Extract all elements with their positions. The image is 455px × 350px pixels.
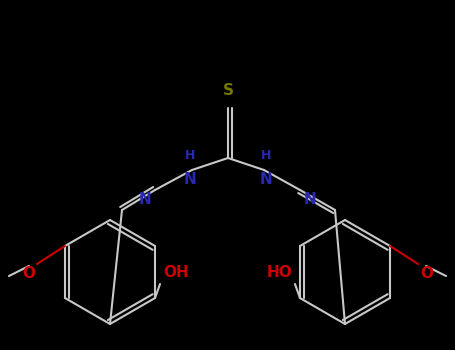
- Text: N: N: [304, 192, 317, 207]
- Text: N: N: [260, 172, 273, 187]
- Text: H: H: [185, 149, 195, 162]
- Text: S: S: [222, 83, 233, 98]
- Text: OH: OH: [163, 265, 189, 280]
- Text: O: O: [420, 266, 433, 281]
- Text: O: O: [22, 266, 35, 281]
- Text: H: H: [261, 149, 271, 162]
- Text: HO: HO: [266, 265, 292, 280]
- Text: N: N: [138, 192, 151, 207]
- Text: N: N: [184, 172, 197, 187]
